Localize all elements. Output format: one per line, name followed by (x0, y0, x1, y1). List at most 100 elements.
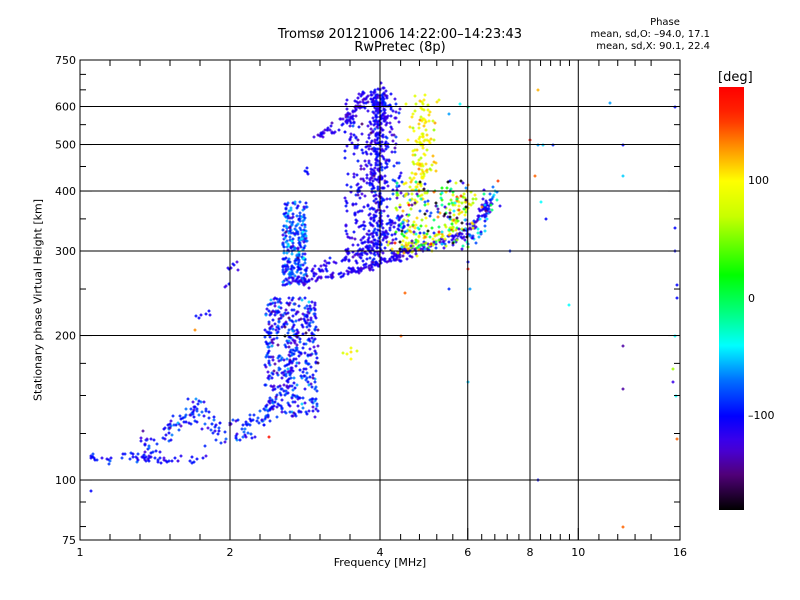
data-point (271, 407, 275, 411)
data-point (189, 407, 193, 411)
data-point (339, 275, 343, 279)
data-point (298, 200, 302, 204)
data-point (410, 115, 414, 119)
data-point (376, 167, 380, 171)
data-point (425, 191, 429, 195)
data-point (457, 208, 461, 212)
data-point (286, 401, 290, 405)
data-point (396, 214, 400, 218)
data-point (179, 417, 183, 421)
data-point (296, 265, 300, 269)
data-point (353, 99, 357, 103)
data-point (274, 395, 278, 399)
data-point (415, 246, 419, 250)
data-point (285, 282, 289, 286)
data-point (280, 325, 284, 329)
data-point (375, 152, 379, 156)
data-point (305, 376, 309, 380)
data-point (476, 231, 480, 235)
data-point (314, 369, 318, 373)
data-point (301, 219, 305, 223)
data-point (374, 197, 378, 201)
data-point (406, 201, 410, 205)
data-point (407, 203, 411, 207)
data-point (459, 194, 463, 198)
data-point (380, 93, 384, 97)
data-point (349, 121, 353, 125)
data-point (373, 127, 377, 131)
data-point (414, 240, 418, 244)
data-point (425, 148, 429, 152)
data-point (200, 427, 204, 431)
data-point (385, 197, 389, 201)
data-point (203, 422, 207, 426)
data-point (366, 203, 370, 207)
data-point (169, 438, 173, 442)
data-point (244, 435, 248, 439)
data-point (393, 232, 397, 236)
data-point (386, 184, 390, 188)
data-point (464, 208, 468, 212)
data-point (109, 456, 113, 460)
data-point (397, 111, 401, 115)
data-point (383, 246, 387, 250)
data-point (291, 314, 295, 318)
data-point (419, 224, 423, 228)
data-point (339, 271, 343, 275)
data-point (412, 176, 416, 180)
data-point (306, 310, 310, 314)
data-point (284, 411, 288, 415)
data-point (310, 300, 314, 304)
data-point (288, 358, 292, 362)
data-point (337, 272, 341, 276)
data-point (299, 317, 303, 321)
data-point (287, 328, 291, 332)
data-point (374, 241, 378, 245)
data-point (359, 164, 363, 168)
y-tick-label: 400 (55, 185, 76, 198)
data-point (381, 226, 385, 230)
data-point (301, 406, 305, 410)
data-point (402, 182, 406, 186)
data-point (451, 203, 455, 207)
data-point (250, 436, 254, 440)
data-point (362, 167, 366, 171)
data-point (283, 270, 287, 274)
data-point (399, 222, 403, 226)
data-point (476, 227, 480, 231)
data-point (286, 260, 290, 264)
data-point (428, 235, 432, 239)
data-point (440, 203, 444, 207)
data-point (192, 415, 196, 419)
data-point (422, 152, 426, 156)
data-point (422, 117, 426, 121)
data-point (388, 130, 392, 134)
data-point (365, 173, 369, 177)
data-point (371, 179, 375, 183)
data-point (232, 263, 236, 267)
data-point (267, 331, 271, 335)
data-point (147, 446, 151, 450)
data-point (270, 405, 274, 409)
data-point (423, 138, 427, 142)
data-point (351, 202, 355, 206)
data-point (372, 194, 376, 198)
data-point (382, 86, 386, 90)
data-point (388, 121, 392, 125)
data-point (374, 209, 378, 213)
data-point (385, 162, 389, 166)
data-point (295, 277, 299, 281)
data-point (271, 355, 275, 359)
data-point (404, 243, 408, 247)
data-point (267, 309, 271, 313)
data-point (271, 318, 275, 322)
data-point (408, 225, 412, 229)
data-point (375, 221, 379, 225)
data-point (290, 351, 294, 355)
x-tick-label: 6 (464, 546, 471, 559)
data-point (368, 221, 372, 225)
data-point (380, 257, 384, 261)
data-point (297, 241, 301, 245)
data-point (276, 300, 280, 304)
data-point (405, 236, 409, 240)
